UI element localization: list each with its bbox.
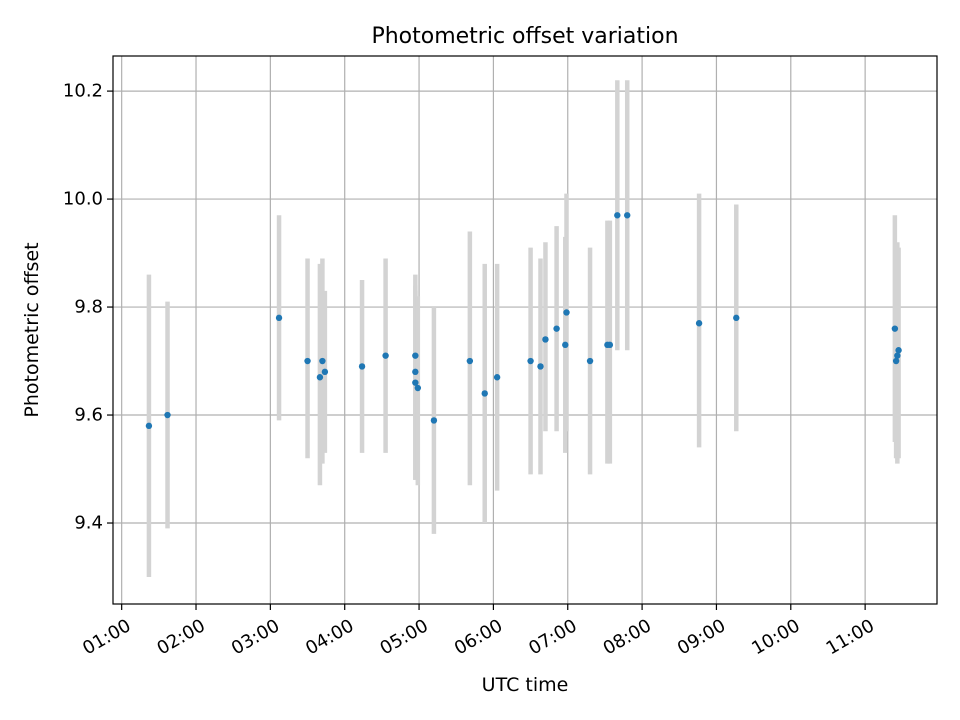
data-point: [553, 325, 560, 332]
data-point: [145, 422, 153, 430]
data-point: [733, 314, 740, 322]
data-point: [304, 357, 311, 365]
data-point: [430, 417, 438, 424]
data-point: [695, 320, 703, 327]
y-tick-label: 9.8: [74, 297, 103, 318]
data-point: [537, 363, 544, 370]
y-tick-label: 9.4: [74, 513, 103, 534]
data-point: [542, 336, 549, 343]
data-point: [321, 368, 329, 376]
data-point: [614, 212, 621, 219]
data-point: [466, 357, 474, 365]
data-point: [586, 357, 594, 365]
plot-frame: [112, 55, 938, 605]
data-point: [624, 212, 631, 219]
data-point: [412, 379, 419, 386]
data-point: [891, 325, 899, 332]
data-point: [894, 352, 901, 359]
data-point: [563, 309, 570, 316]
data-point: [412, 368, 419, 376]
data-point: [527, 357, 534, 365]
x-axis-label: UTC time: [482, 674, 569, 696]
data-point: [382, 352, 389, 359]
y-tick-label: 10.0: [63, 189, 103, 210]
data-point: [562, 341, 569, 349]
data-point: [892, 357, 900, 365]
y-tick-label: 10.2: [63, 81, 103, 102]
data-point: [493, 374, 501, 381]
data-point: [895, 347, 902, 354]
y-tick-label: 9.6: [74, 405, 103, 426]
chart-title: Photometric offset variation: [371, 24, 678, 49]
data-point: [319, 357, 326, 365]
data-point: [275, 314, 283, 322]
data-point: [316, 374, 324, 381]
data-point: [606, 341, 614, 349]
data-point: [481, 390, 488, 397]
data-point: [414, 384, 422, 392]
data-point: [164, 411, 171, 419]
data-point: [412, 352, 419, 359]
y-axis-label: Photometric offset: [21, 242, 43, 417]
data-point: [358, 363, 366, 370]
data-points: [145, 212, 902, 430]
